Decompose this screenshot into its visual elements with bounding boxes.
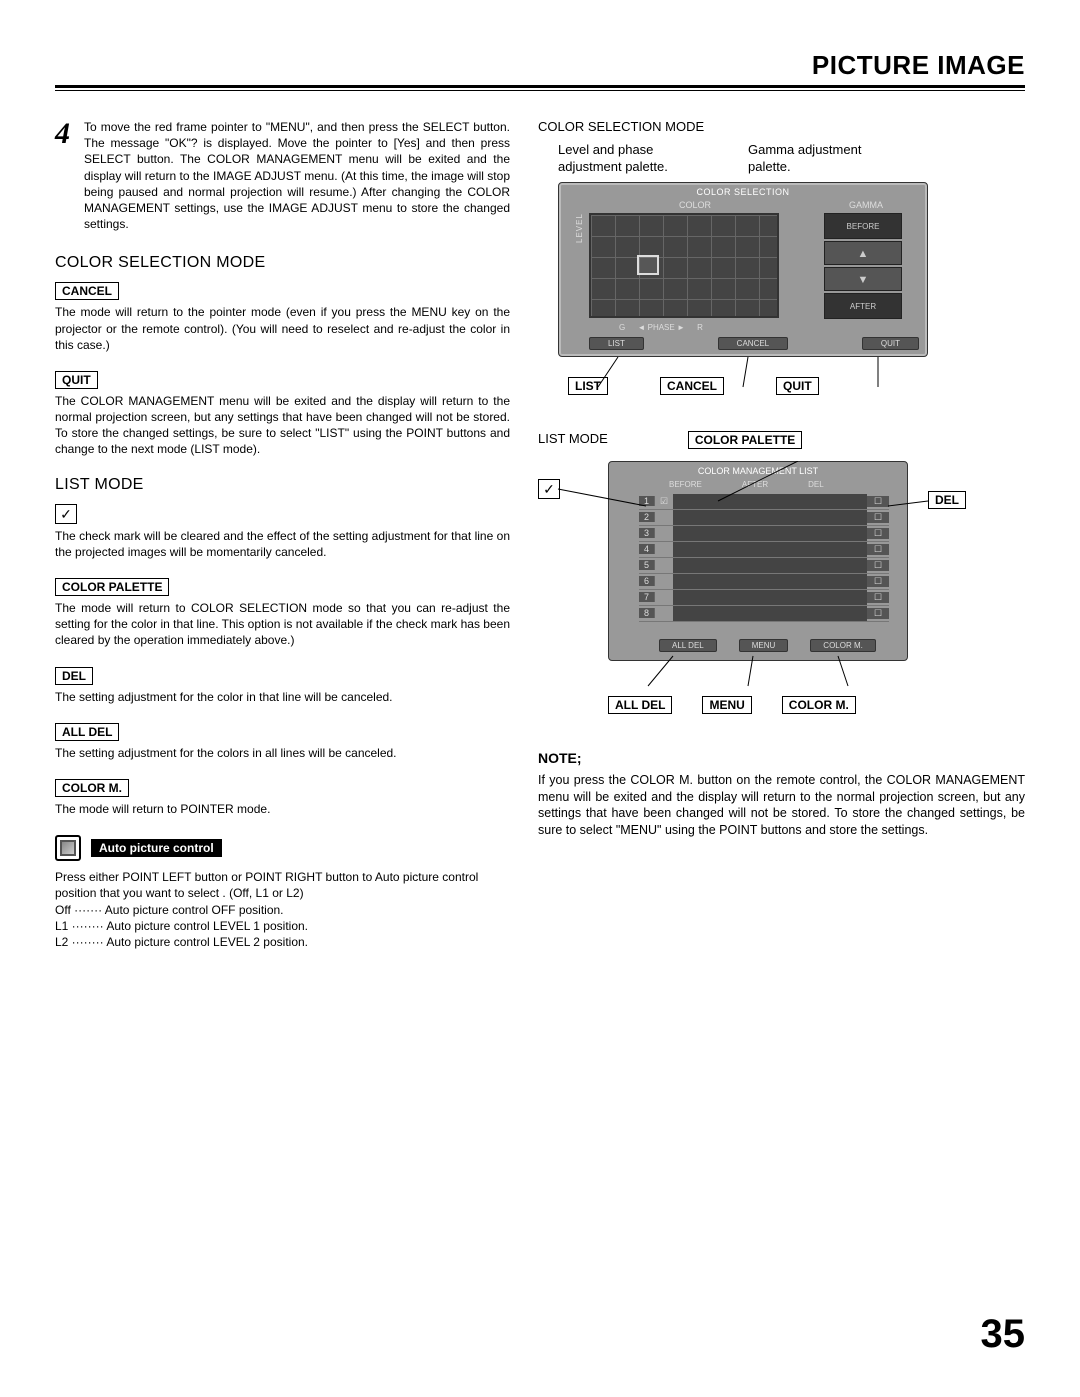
fig2-del: DEL [808, 480, 824, 489]
auto-l1: L1 ········ Auto picture control LEVEL 1… [55, 918, 510, 934]
level-phase-annot: Level and phase adjustment palette. [558, 142, 708, 176]
cancel-label: CANCEL [55, 282, 119, 300]
swatch-dn: ▼ [824, 267, 902, 291]
cancel-text: The mode will return to the pointer mode… [55, 304, 510, 353]
callout-alldel: ALL DEL [608, 696, 672, 714]
fig1-gamma: GAMMA [849, 200, 883, 210]
grid-cursor [637, 255, 659, 275]
callout-menu: MENU [702, 696, 751, 714]
quit-label: QUIT [55, 371, 98, 389]
callout-list: LIST [568, 377, 608, 395]
divider-thin [55, 90, 1025, 91]
auto-picture-label: Auto picture control [91, 839, 222, 857]
fig1-title: COLOR SELECTION [696, 187, 789, 197]
fig1-color: COLOR [679, 200, 711, 210]
fig2-before: BEFORE [669, 480, 702, 489]
alldel-label: ALL DEL [55, 723, 119, 741]
del-label: DEL [55, 667, 93, 685]
fig2-table: 1☑☐ 2☐ 3☐ 4☐ 5☐ 6☐ 7☐ 8☐ [639, 494, 889, 622]
auto-l2: L2 ········ Auto picture control LEVEL 2… [55, 934, 510, 950]
list-mode-head: LIST MODE [538, 431, 608, 453]
fig2-colorm-btn: COLOR M. [810, 639, 876, 652]
check-text: The check mark will be cleared and the e… [55, 528, 510, 560]
callout-cancel: CANCEL [660, 377, 724, 395]
color-selection-mode-head: COLOR SELECTION MODE [538, 119, 1025, 136]
level-label: LEVEL [575, 213, 584, 243]
note-text: If you press the COLOR M. button on the … [538, 772, 1025, 840]
gamma-annot: Gamma adjustment palette. [748, 142, 898, 176]
phase-row: G ◄ PHASE ► R [619, 323, 703, 332]
fig2-check-icon: ✓ [538, 479, 560, 499]
color-palette-text: The mode will return to COLOR SELECTION … [55, 600, 510, 649]
list-mode-title: LIST MODE [55, 476, 510, 494]
step-text: To move the red frame pointer to "MENU",… [84, 119, 510, 232]
note-heading: NOTE; [538, 750, 1025, 766]
auto-picture-text: Press either POINT LEFT button or POINT … [55, 869, 510, 901]
right-column: COLOR SELECTION MODE Level and phase adj… [538, 119, 1025, 950]
check-icon: ✓ [55, 504, 77, 524]
fig2-alldel-btn: ALL DEL [659, 639, 717, 652]
color-palette-label: COLOR PALETTE [55, 578, 169, 596]
colorm-text: The mode will return to POINTER mode. [55, 801, 510, 817]
fig2-after: AFTER [742, 480, 768, 489]
list-mode-figure: COLOR MANAGEMENT LIST BEFORE AFTER DEL 1… [608, 461, 908, 661]
del-text: The setting adjustment for the color in … [55, 689, 510, 705]
callout-colorm: COLOR M. [782, 696, 856, 714]
swatch-up: ▲ [824, 241, 902, 265]
left-column: 4 To move the red frame pointer to "MENU… [55, 119, 510, 950]
quit-text: The COLOR MANAGEMENT menu will be exited… [55, 393, 510, 458]
callout-quit: QUIT [776, 377, 819, 395]
color-selection-figure: COLOR SELECTION COLOR GAMMA LEVEL G ◄ PH… [558, 182, 928, 357]
color-grid [589, 213, 779, 318]
color-selection-title: COLOR SELECTION MODE [55, 254, 510, 272]
page-number: 35 [981, 1312, 1026, 1357]
divider-thick [55, 85, 1025, 88]
fig2-menu-btn: MENU [739, 639, 789, 652]
callout-palette: COLOR PALETTE [688, 431, 802, 449]
colorm-label: COLOR M. [55, 779, 129, 797]
fig1-cancel-btn: CANCEL [718, 337, 788, 350]
page-title: PICTURE IMAGE [55, 50, 1025, 85]
step-number: 4 [55, 119, 70, 232]
swatch-before: BEFORE [824, 213, 902, 239]
auto-off: Off ······· Auto picture control OFF pos… [55, 902, 510, 918]
fig1-quit-btn: QUIT [862, 337, 919, 350]
auto-picture-icon [55, 835, 81, 861]
fig2-title: COLOR MANAGEMENT LIST [698, 466, 818, 476]
swatch-after: AFTER [824, 293, 902, 319]
alldel-text: The setting adjustment for the colors in… [55, 745, 510, 761]
fig1-list-btn: LIST [589, 337, 644, 350]
callout-del: DEL [928, 491, 966, 509]
gamma-swatches: BEFORE ▲ ▼ AFTER [824, 213, 904, 321]
